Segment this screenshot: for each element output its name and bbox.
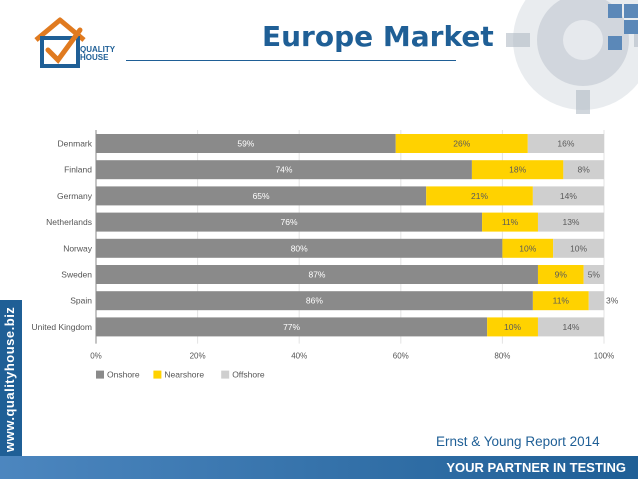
data-label: 3% <box>606 296 619 306</box>
data-label: 11% <box>553 296 570 306</box>
x-tick-label: 0% <box>90 352 102 361</box>
data-label: 80% <box>291 243 308 253</box>
bar-segment <box>426 186 533 206</box>
title-underline <box>126 60 456 61</box>
logo-wordmark: QUALITY HOUSE <box>80 46 115 62</box>
bar-segment <box>395 134 528 153</box>
chart-tick-labels: 0% 20% 40% 60% 80% 100% <box>90 352 614 361</box>
data-label: 14% <box>562 322 579 332</box>
bar-segment <box>537 317 604 337</box>
page-title: Europe Market <box>262 20 494 53</box>
data-label: 74% <box>275 165 292 175</box>
data-label: 9% <box>555 270 568 280</box>
bar-segment <box>96 317 488 337</box>
data-label: 59% <box>237 139 254 149</box>
chart-category-labels: Denmark Finland Germany Netherlands Norway Sw… <box>32 139 93 332</box>
bar-segment <box>532 186 604 206</box>
bar-segment <box>96 291 533 311</box>
footer-tagline: YOUR PARTNER IN TESTING <box>446 460 626 475</box>
legend-label: Offshore <box>232 370 265 380</box>
data-label: 26% <box>453 139 470 149</box>
data-label: 21% <box>471 191 488 201</box>
bar-segment <box>537 212 604 232</box>
category-label: Norway <box>63 243 93 253</box>
legend-swatch <box>153 370 162 379</box>
bar-segment <box>487 317 538 337</box>
bar-segment <box>96 134 396 153</box>
side-strip <box>0 300 22 456</box>
data-label: 65% <box>253 191 270 201</box>
bar-segment <box>502 238 554 258</box>
data-label: 10% <box>504 322 521 332</box>
chart-bars: 59% 26% 16% 74% 18% 8% 65% 21% 14% 76% 11% 13% 80% 10… <box>96 134 619 337</box>
category-label: Germany <box>57 191 93 201</box>
gear-decoration-icon <box>506 0 638 114</box>
bar-segment <box>527 134 604 153</box>
data-label: 10% <box>519 243 536 253</box>
bar-segment <box>96 265 538 284</box>
category-label: Finland <box>64 165 92 175</box>
x-tick-label: 40% <box>291 352 307 361</box>
data-label: 76% <box>281 217 298 227</box>
legend-swatch <box>221 370 230 379</box>
x-tick-label: 20% <box>190 352 206 361</box>
logo-line1: QUALITY <box>80 45 116 54</box>
bar-segment <box>482 212 538 232</box>
legend-label: Nearshore <box>164 370 204 380</box>
chart-legend: Onshore Nearshore Offshore <box>96 370 265 380</box>
category-label: Sweden <box>61 270 92 280</box>
category-label: Netherlands <box>46 217 92 227</box>
bar-segment <box>583 265 604 284</box>
data-label: 8% <box>578 165 591 175</box>
bar-segment <box>532 291 589 311</box>
x-tick-label: 80% <box>494 352 510 361</box>
footer-bar <box>0 456 638 479</box>
bar-segment <box>96 186 427 206</box>
data-label: 5% <box>588 270 601 280</box>
category-label: Spain <box>70 296 92 306</box>
bar-segment <box>96 160 472 180</box>
data-label: 14% <box>560 191 577 201</box>
bar-segment <box>537 265 584 284</box>
bar-segment <box>96 212 483 232</box>
bar-segment <box>471 160 564 180</box>
x-tick-label: 60% <box>393 352 409 361</box>
category-label: Denmark <box>58 139 93 149</box>
stacked-bar-chart: 59% 26% 16% 74% 18% 8% 65% 21% 14% 76% 11% 13% 80% 10… <box>32 130 619 380</box>
source-note: Ernst & Young Report 2014 <box>436 434 600 449</box>
quality-house-logo-icon <box>34 17 86 68</box>
data-label: 11% <box>502 217 519 227</box>
category-label: United Kingdom <box>32 322 92 332</box>
legend-label: Onshore <box>107 370 140 380</box>
data-label: 77% <box>283 322 300 332</box>
bar-segment <box>553 238 604 258</box>
data-label: 10% <box>570 243 587 253</box>
x-tick-label: 100% <box>594 352 614 361</box>
bar-segment <box>96 238 503 258</box>
data-label: 16% <box>557 139 574 149</box>
data-label: 87% <box>308 270 325 280</box>
logo-line2: HOUSE <box>80 53 109 62</box>
bar-segment <box>588 291 604 311</box>
bar-segment <box>563 160 604 180</box>
data-label: 13% <box>562 217 579 227</box>
legend-swatch <box>96 370 104 379</box>
data-label: 86% <box>306 296 323 306</box>
data-label: 18% <box>509 165 526 175</box>
